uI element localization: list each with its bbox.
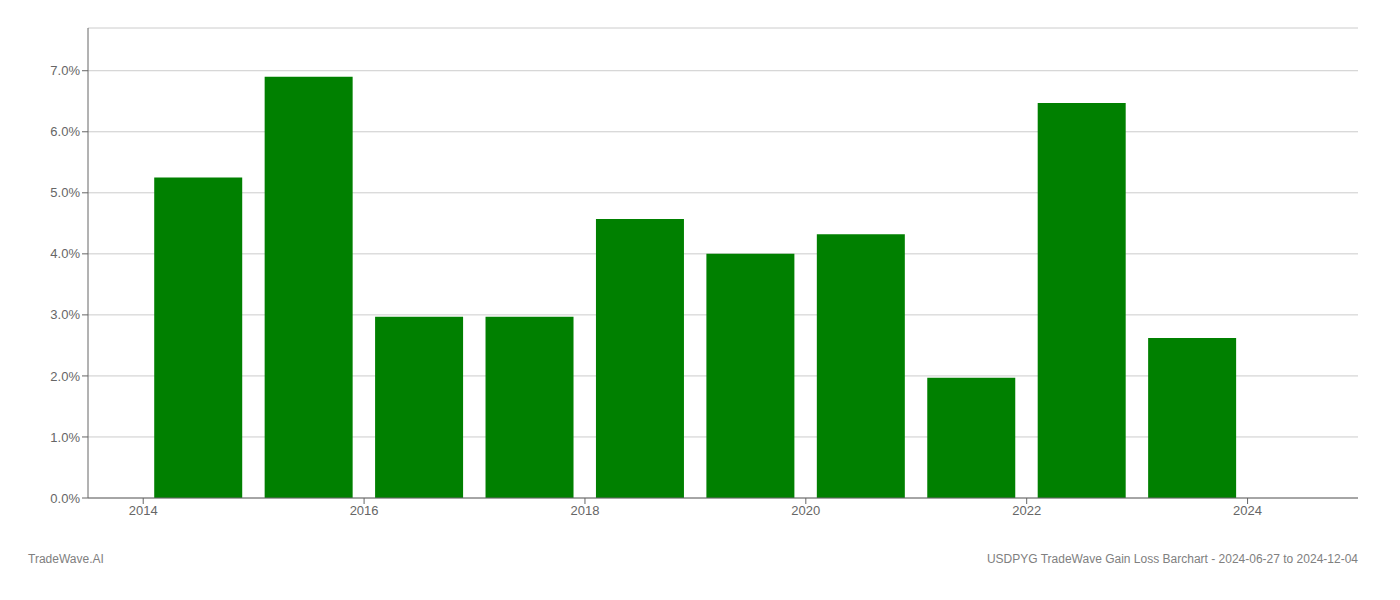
svg-text:2020: 2020 [791,503,820,518]
svg-text:6.0%: 6.0% [50,124,80,139]
svg-text:2.0%: 2.0% [50,369,80,384]
svg-text:0.0%: 0.0% [50,491,80,506]
svg-text:7.0%: 7.0% [50,63,80,78]
svg-text:2024: 2024 [1233,503,1262,518]
svg-text:1.0%: 1.0% [50,430,80,445]
svg-text:2018: 2018 [570,503,599,518]
svg-text:4.0%: 4.0% [50,246,80,261]
svg-text:2016: 2016 [350,503,379,518]
svg-text:3.0%: 3.0% [50,307,80,322]
svg-text:2022: 2022 [1012,503,1041,518]
html-text:TradeWave.AI: TradeWave.AI [28,552,104,566]
svg-text:5.0%: 5.0% [50,185,80,200]
html-text:USDPYG TradeWave Gain Loss Bar: USDPYG TradeWave Gain Loss Barchart - 20… [986,552,1358,566]
svg-text:2014: 2014 [129,503,158,518]
